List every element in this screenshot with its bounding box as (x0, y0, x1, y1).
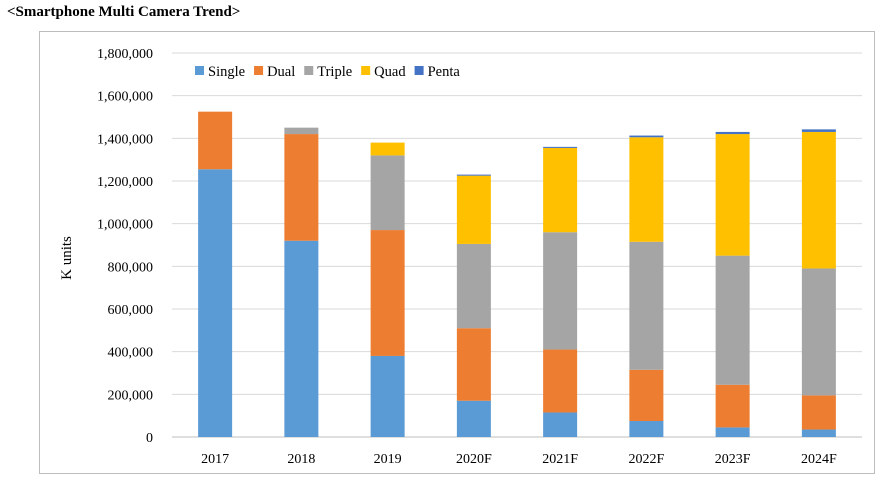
bar-segment-single (284, 240, 319, 437)
legend-swatch-dual (254, 66, 264, 75)
bars (198, 111, 836, 437)
bar-segment-single (198, 169, 233, 437)
y-tick-label: 1,400,000 (97, 132, 153, 147)
bar-segment-single (801, 429, 836, 437)
y-tick-label: 0 (146, 431, 153, 446)
x-tick-label: 2021F (542, 452, 578, 467)
y-tick-label: 1,600,000 (97, 90, 153, 105)
y-tick-labels: 0 200,000 400,000 600,000 800,000 1,000,000 1,… (97, 47, 153, 446)
bar-segment-single (370, 355, 405, 437)
bar-segment-quad (801, 131, 836, 269)
bar-segment-single (715, 427, 750, 437)
legend-swatch-penta (414, 66, 424, 75)
y-tick-label: 800,000 (108, 260, 154, 275)
bar-segment-dual (370, 230, 405, 356)
x-tick-label: 2024F (801, 452, 837, 467)
x-tick-label: 2023F (715, 452, 751, 467)
bar-segment-penta (801, 129, 836, 132)
x-tick-label: 2018 (287, 452, 315, 467)
bar-segment-single (543, 412, 578, 437)
y-tick-label: 1,000,000 (97, 218, 153, 233)
bar-segment-dual (801, 395, 836, 430)
bar-segment-triple (456, 243, 491, 329)
chart-title: <Smartphone Multi Camera Trend> (7, 4, 241, 20)
legend-swatch-single (195, 66, 204, 75)
legend: Single Dual Triple Quad Penta (195, 64, 460, 80)
bar-segment-dual (629, 369, 664, 421)
bar-segment-quad (629, 137, 664, 242)
bar-segment-single (456, 400, 491, 437)
bar-segment-dual (198, 111, 233, 170)
x-tick-label: 2019 (374, 452, 402, 467)
bar-segment-quad (370, 142, 405, 156)
bar-segment-dual (456, 328, 491, 401)
bar-segment-penta (456, 174, 491, 176)
y-tick-label: 600,000 (108, 303, 154, 318)
y-tick-label: 200,000 (108, 388, 154, 403)
legend-swatch-triple (304, 66, 314, 75)
y-tick-label: 1,800,000 (97, 47, 153, 62)
bar-segment-triple (715, 255, 750, 385)
bar-segment-dual (715, 384, 750, 428)
bar-segment-triple (629, 241, 664, 370)
y-tick-label: 400,000 (108, 346, 154, 361)
bar-segment-dual (284, 134, 319, 241)
bar-segment-quad (715, 134, 750, 256)
bar-segment-triple (284, 127, 319, 135)
x-tick-label: 2022F (628, 452, 664, 467)
bar-segment-dual (543, 349, 578, 413)
bar-segment-quad (543, 147, 578, 233)
y-axis-label: K units (59, 236, 75, 280)
x-tick-label: 2020F (456, 452, 492, 467)
legend-label-penta: Penta (428, 64, 461, 80)
x-tick-label: 2017 (201, 452, 229, 467)
legend-swatch-quad (361, 66, 371, 75)
bar-segment-triple (370, 155, 405, 231)
bar-segment-single (629, 421, 664, 437)
bar-segment-penta (629, 135, 664, 138)
bar-segment-penta (715, 131, 750, 135)
y-tick-label: 1,200,000 (97, 175, 153, 190)
legend-label-triple: Triple (317, 64, 352, 80)
bar-segment-triple (801, 268, 836, 396)
bar-segment-penta (543, 146, 578, 148)
bar-segment-quad (456, 175, 491, 244)
bar-segment-triple (543, 232, 578, 350)
x-tick-labels: 2017 2018 2019 2020F 2021F 2022F 2023F 2024F (201, 452, 837, 467)
legend-label-quad: Quad (374, 64, 406, 80)
legend-label-dual: Dual (267, 64, 295, 80)
gridlines (172, 52, 862, 438)
legend-label-single: Single (208, 64, 245, 80)
